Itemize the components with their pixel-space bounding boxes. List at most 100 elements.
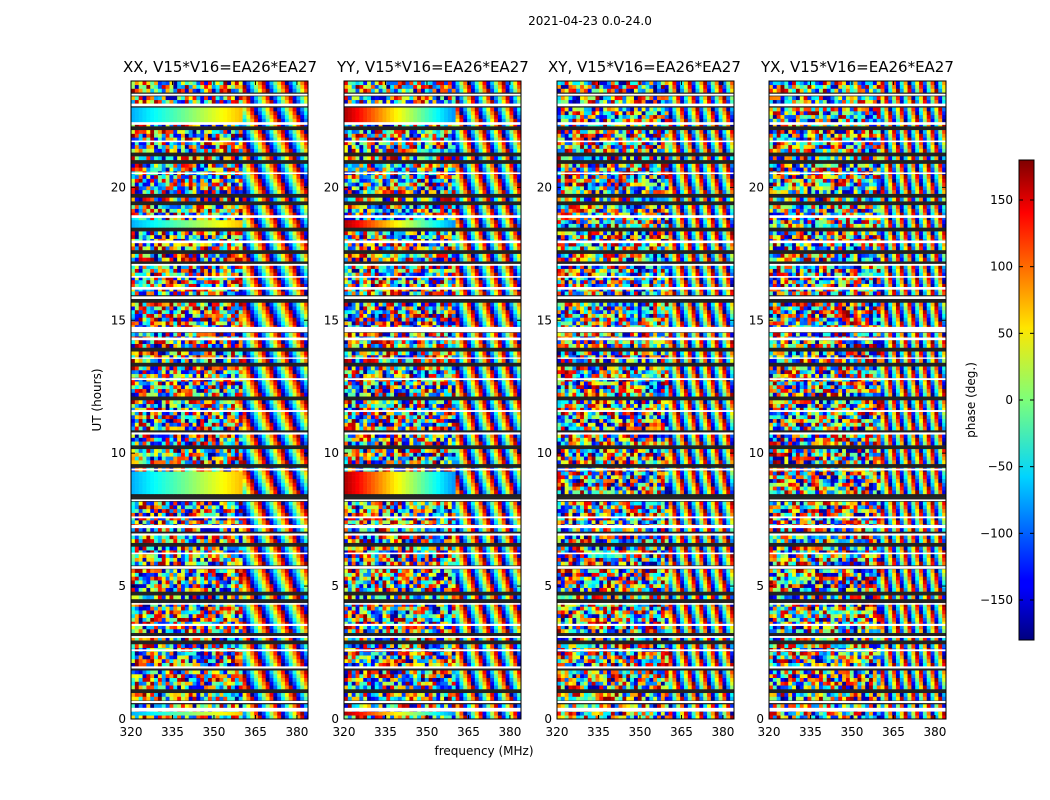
y-tick-label: 15	[749, 313, 764, 327]
colorbar-tick-label: −100	[980, 526, 1013, 540]
flagged-gap	[131, 666, 308, 668]
flagged-gap	[131, 516, 308, 518]
flagged-gap	[344, 104, 521, 107]
flagged-gap	[131, 469, 308, 471]
flagged-gap	[769, 603, 946, 605]
flagged-gap	[344, 338, 521, 341]
flagged-gap	[344, 666, 521, 668]
flagged-gap	[769, 624, 946, 626]
x-tick-label: 350	[203, 725, 226, 739]
flagged-gap	[557, 499, 734, 501]
flagged-gap	[344, 276, 521, 278]
flagged-gap	[769, 649, 946, 651]
flagged-gap	[344, 525, 521, 528]
colorbar-tick-label: 50	[998, 326, 1013, 340]
y-axis-label: UT (hours)	[90, 368, 104, 431]
flagged-gap	[557, 525, 734, 528]
y-tick-label: 20	[537, 180, 552, 194]
y-tick-label: 15	[537, 313, 552, 327]
x-tick-label: 365	[457, 725, 480, 739]
x-tick-label: 350	[629, 725, 652, 739]
flagged-gap	[769, 432, 946, 434]
flagged-gap	[131, 338, 308, 341]
x-tick-label: 350	[841, 725, 864, 739]
flagged-gap	[344, 122, 521, 125]
flagged-gap	[769, 378, 946, 380]
flagged-gap	[344, 287, 521, 290]
flagged-gap	[557, 701, 734, 703]
flagged-gap	[769, 566, 946, 569]
flagged-gap	[557, 553, 734, 555]
flagged-gap	[131, 525, 308, 528]
flagged-gap	[769, 141, 946, 143]
flagged-gap	[131, 94, 308, 96]
flagged-gap	[557, 122, 734, 125]
flagged-gap	[131, 215, 308, 218]
flagged-gap	[344, 624, 521, 626]
flagged-gap	[344, 378, 521, 380]
flagged-gap	[557, 141, 734, 143]
y-tick-label: 10	[111, 446, 126, 460]
y-tick-label: 0	[331, 712, 339, 726]
flagged-gap	[344, 296, 521, 299]
x-tick-label: 365	[882, 725, 905, 739]
colorbar-tick-label: 0	[1005, 393, 1013, 407]
flagged-gap	[131, 241, 308, 244]
x-axis-label: frequency (MHz)	[434, 744, 533, 758]
flagged-gap	[344, 553, 521, 555]
y-tick-label: 15	[111, 313, 126, 327]
flagged-gap	[131, 649, 308, 651]
y-tick-label: 5	[331, 579, 339, 593]
x-tick-label: 335	[161, 725, 184, 739]
flagged-gap	[131, 624, 308, 626]
x-tick-label: 320	[758, 725, 781, 739]
y-tick-label: 10	[537, 446, 552, 460]
flagged-gap	[344, 566, 521, 569]
flagged-gap	[131, 327, 308, 332]
flagged-gap	[769, 410, 946, 412]
flagged-gap	[557, 636, 734, 638]
flagged-gap	[769, 533, 946, 535]
flagged-gap	[557, 264, 734, 266]
flagged-gap	[131, 566, 308, 569]
flagged-gap	[344, 533, 521, 535]
flagged-gap	[769, 94, 946, 96]
flagged-gap	[344, 215, 521, 218]
flagged-gap	[557, 666, 734, 668]
flagged-gap	[131, 533, 308, 535]
flagged-gap	[131, 141, 308, 143]
y-tick-label: 10	[749, 446, 764, 460]
flagged-gap	[344, 701, 521, 703]
flagged-gap	[557, 241, 734, 244]
flagged-gap	[557, 215, 734, 218]
flagged-gap	[131, 172, 308, 174]
x-tick-label: 320	[120, 725, 143, 739]
flagged-gap	[131, 603, 308, 605]
flagged-gap	[344, 264, 521, 266]
flagged-gap	[131, 287, 308, 290]
flagged-gap	[131, 276, 308, 278]
flagged-gap	[344, 141, 521, 143]
flagged-gap	[557, 566, 734, 569]
flagged-gap	[344, 241, 521, 244]
x-tick-label: 335	[374, 725, 397, 739]
colorbar-tick-label: −50	[988, 460, 1013, 474]
flagged-gap	[769, 701, 946, 703]
x-tick-label: 380	[711, 725, 734, 739]
flagged-gap	[557, 432, 734, 434]
flagged-gap	[769, 636, 946, 638]
flagged-gap	[344, 94, 521, 96]
flagged-gap	[131, 104, 308, 107]
flagged-gap	[769, 172, 946, 174]
flagged-gap	[344, 516, 521, 518]
flagged-gap	[557, 296, 734, 299]
flagged-gap	[769, 469, 946, 471]
flagged-gap	[769, 276, 946, 278]
x-tick-label: 320	[333, 725, 356, 739]
flagged-gap	[344, 603, 521, 605]
